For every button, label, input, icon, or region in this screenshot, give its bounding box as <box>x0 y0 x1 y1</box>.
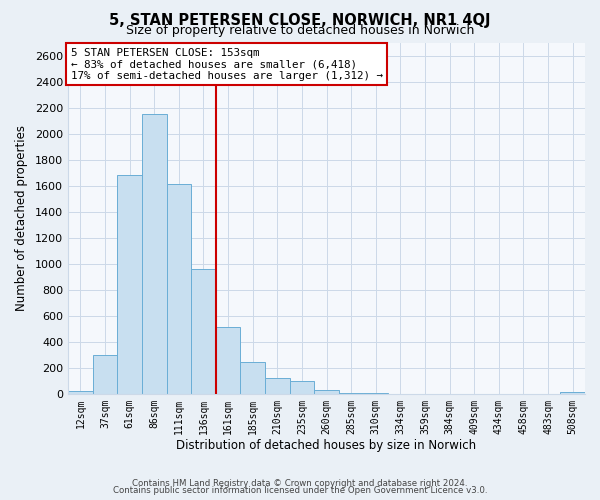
Bar <box>241 362 265 394</box>
Bar <box>167 184 191 394</box>
Bar <box>339 393 364 394</box>
Text: Contains HM Land Registry data © Crown copyright and database right 2024.: Contains HM Land Registry data © Crown c… <box>132 478 468 488</box>
Bar <box>142 114 167 394</box>
Bar <box>560 392 585 394</box>
Bar <box>265 378 290 394</box>
Bar <box>68 391 92 394</box>
Text: 5 STAN PETERSEN CLOSE: 153sqm
← 83% of detached houses are smaller (6,418)
17% o: 5 STAN PETERSEN CLOSE: 153sqm ← 83% of d… <box>71 48 383 81</box>
Y-axis label: Number of detached properties: Number of detached properties <box>15 125 28 311</box>
Text: Size of property relative to detached houses in Norwich: Size of property relative to detached ho… <box>126 24 474 37</box>
Bar <box>216 328 241 394</box>
X-axis label: Distribution of detached houses by size in Norwich: Distribution of detached houses by size … <box>176 440 476 452</box>
Text: Contains public sector information licensed under the Open Government Licence v3: Contains public sector information licen… <box>113 486 487 495</box>
Bar <box>191 269 216 394</box>
Bar <box>290 382 314 394</box>
Bar <box>92 356 117 394</box>
Bar <box>117 175 142 394</box>
Text: 5, STAN PETERSEN CLOSE, NORWICH, NR1 4QJ: 5, STAN PETERSEN CLOSE, NORWICH, NR1 4QJ <box>109 12 491 28</box>
Bar <box>314 390 339 394</box>
